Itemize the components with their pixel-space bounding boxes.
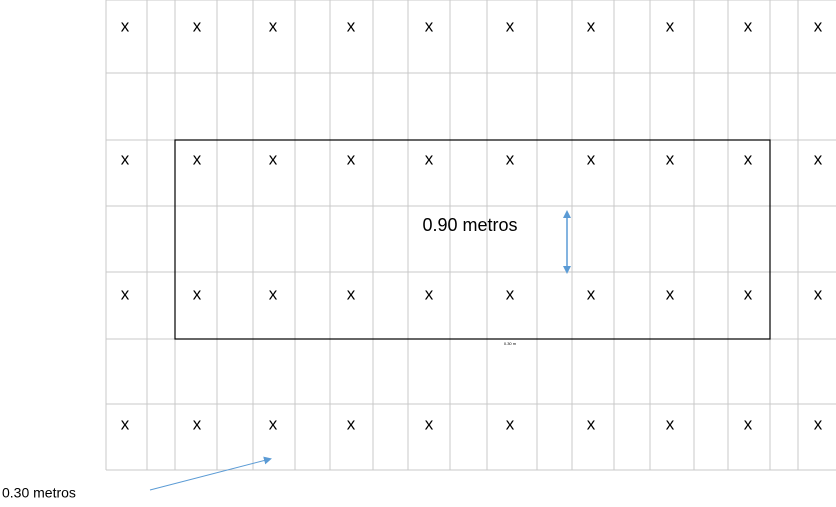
plant-mark: x: [506, 149, 515, 168]
small-note: 0.30 m: [504, 341, 517, 346]
plant-mark: x: [506, 16, 515, 35]
row-area-box: [174, 139, 771, 340]
plant-mark: x: [506, 414, 515, 433]
plant-mark: x: [666, 16, 675, 35]
plant-mark: x: [347, 414, 356, 433]
plant-mark: x: [121, 414, 130, 433]
plant-mark: x: [587, 149, 596, 168]
plant-mark: x: [814, 16, 823, 35]
plant-mark: x: [744, 414, 753, 433]
plant-mark: x: [814, 414, 823, 433]
plant-mark: x: [347, 284, 356, 303]
plant-mark: x: [425, 414, 434, 433]
plant-mark: x: [744, 16, 753, 35]
plant-mark: x: [193, 414, 202, 433]
plant-mark: x: [744, 284, 753, 303]
plant-mark: x: [744, 149, 753, 168]
plant-mark: x: [269, 414, 278, 433]
plant-mark: x: [587, 284, 596, 303]
plant-mark: x: [121, 284, 130, 303]
plant-mark: x: [425, 16, 434, 35]
plant-mark: x: [193, 16, 202, 35]
plant-mark: x: [666, 284, 675, 303]
plant-mark: x: [121, 16, 130, 35]
plant-mark: x: [121, 149, 130, 168]
plant-mark: x: [347, 16, 356, 35]
row-spacing-label: 0.90 metros: [422, 215, 517, 235]
plant-spacing-arrow: [149, 456, 272, 491]
plant-mark: x: [193, 284, 202, 303]
plant-mark: x: [814, 149, 823, 168]
plant-mark: x: [193, 149, 202, 168]
plant-mark: x: [587, 16, 596, 35]
plant-mark: x: [269, 16, 278, 35]
plant-mark: x: [814, 284, 823, 303]
x-marks: x x x x x x x x x x x x x x x x x x x x x x x x x x x x x x x x x x x x x x x x: [121, 16, 823, 433]
plant-mark: x: [425, 284, 434, 303]
plant-mark: x: [506, 284, 515, 303]
plant-mark: x: [269, 149, 278, 168]
plant-mark: x: [347, 149, 356, 168]
plant-mark: x: [587, 414, 596, 433]
plant-mark: x: [269, 284, 278, 303]
grid-lines: [105, 0, 836, 471]
plant-spacing-label: 0.30 metros: [2, 485, 76, 501]
plant-mark: x: [425, 149, 434, 168]
plant-mark: x: [666, 414, 675, 433]
plant-mark: x: [666, 149, 675, 168]
